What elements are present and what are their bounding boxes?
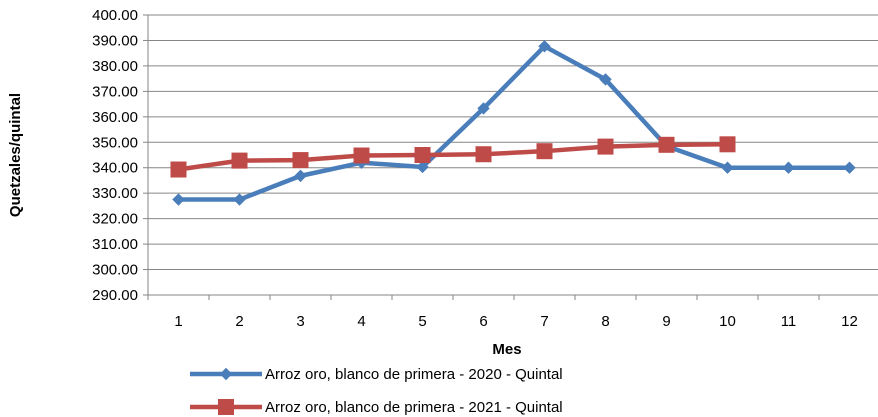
x-tick-label: 2 bbox=[235, 313, 243, 330]
y-tick-label: 340.00 bbox=[92, 160, 138, 177]
legend-label: Arroz oro, blanco de primera - 2021 - Qu… bbox=[265, 399, 563, 416]
data-point bbox=[475, 146, 492, 163]
x-tick-label: 5 bbox=[418, 313, 426, 330]
x-tick-label: 11 bbox=[781, 313, 797, 330]
data-point bbox=[599, 73, 612, 86]
data-point bbox=[414, 147, 431, 163]
x-tick-label: 6 bbox=[479, 313, 487, 330]
data-point bbox=[353, 147, 370, 164]
legend-label: Arroz oro, blanco de primera - 2020 - Qu… bbox=[265, 366, 563, 383]
data-point bbox=[233, 193, 246, 206]
y-tick-label: 360.00 bbox=[92, 109, 138, 126]
gridlines bbox=[148, 14, 878, 296]
data-point bbox=[477, 102, 490, 115]
series-1 bbox=[172, 40, 856, 206]
x-tick-label: 4 bbox=[357, 313, 365, 330]
y-tick-label: 330.00 bbox=[92, 185, 138, 202]
x-tick-label: 10 bbox=[719, 313, 736, 330]
y-tick-label: 320.00 bbox=[92, 211, 138, 228]
data-point bbox=[843, 161, 856, 174]
data-point bbox=[170, 161, 187, 178]
x-tick-label: 3 bbox=[296, 313, 304, 330]
axes bbox=[143, 14, 878, 300]
data-point bbox=[172, 193, 185, 206]
y-tick-label: 350.00 bbox=[92, 134, 138, 151]
data-point bbox=[721, 161, 734, 174]
y-tick-label: 400.00 bbox=[92, 7, 138, 24]
y-tick-label: 290.00 bbox=[92, 287, 138, 304]
y-tick-label: 380.00 bbox=[92, 58, 138, 75]
data-point bbox=[719, 136, 736, 153]
data-point bbox=[536, 143, 553, 160]
data-point bbox=[294, 169, 307, 183]
y-tick-labels: 290.00 300.00 310.00 320.00 330.00 340.00 350.… bbox=[92, 7, 138, 304]
y-tick-label: 310.00 bbox=[92, 236, 138, 253]
data-point bbox=[538, 40, 551, 53]
y-tick-label: 390.00 bbox=[92, 32, 138, 49]
x-tick-label: 8 bbox=[601, 313, 609, 330]
data-point bbox=[292, 152, 309, 169]
series-2 bbox=[170, 136, 736, 178]
y-axis-title: Quetzales/quintal bbox=[7, 93, 24, 217]
x-tick-labels: 1 2 3 4 5 6 7 8 9 10 11 12 bbox=[174, 313, 858, 330]
data-point bbox=[658, 136, 675, 153]
y-tick-label: 300.00 bbox=[92, 262, 138, 279]
y-tick-label: 370.00 bbox=[92, 83, 138, 100]
data-point bbox=[231, 152, 248, 169]
series-group bbox=[170, 40, 856, 206]
legend-marker bbox=[218, 399, 234, 415]
x-tick-label: 7 bbox=[540, 313, 548, 330]
data-point bbox=[597, 138, 614, 155]
legend-marker bbox=[219, 367, 233, 381]
x-axis-title: Mes bbox=[492, 341, 521, 358]
data-point bbox=[416, 160, 429, 174]
legend-item-2: Arroz oro, blanco de primera - 2021 - Qu… bbox=[190, 399, 563, 416]
legend-item-1: Arroz oro, blanco de primera - 2020 - Qu… bbox=[190, 366, 563, 383]
data-point bbox=[782, 161, 795, 174]
x-tick-label: 9 bbox=[662, 313, 670, 330]
series-line bbox=[178, 44, 850, 202]
x-tick-label: 1 bbox=[174, 313, 182, 330]
legend: Arroz oro, blanco de primera - 2020 - Qu… bbox=[190, 366, 563, 416]
x-tick-label: 12 bbox=[841, 313, 858, 330]
series-line bbox=[178, 142, 728, 172]
